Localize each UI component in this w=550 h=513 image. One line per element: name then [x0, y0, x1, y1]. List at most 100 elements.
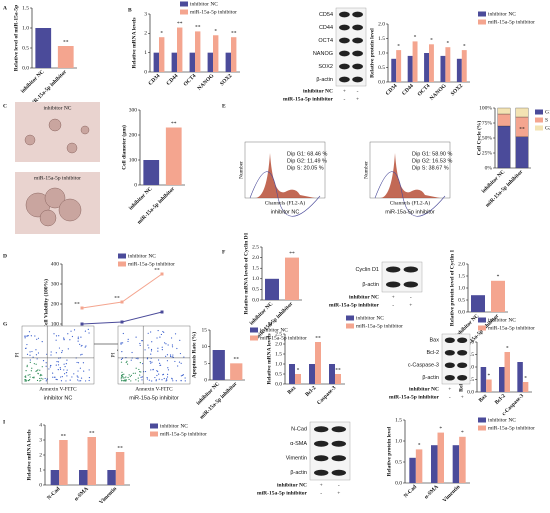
event-dot: [171, 378, 173, 380]
significance: *: [506, 345, 509, 351]
event-dot: [65, 363, 67, 365]
point: [80, 306, 84, 310]
event-dot: [80, 377, 83, 379]
legend-swatch: [346, 315, 354, 321]
y-tick-label: 0.0: [395, 480, 402, 486]
x-tick-label: Caspase-3: [316, 385, 337, 406]
event-dot: [84, 380, 87, 382]
event-dot: [57, 361, 60, 363]
event-dot: [146, 378, 149, 380]
y-tick-label: 200: [51, 301, 60, 307]
histogram-fit: [374, 171, 446, 217]
event-dot: [121, 371, 123, 373]
event-dot: [137, 380, 139, 382]
event-dot: [121, 351, 123, 353]
event-dot: [179, 352, 182, 355]
dip-text: Dip G1: 58.90 %: [412, 151, 452, 157]
x-tick-label: Vimentin: [442, 484, 462, 504]
y-tick-label: 0.0: [458, 309, 465, 315]
event-dot: [162, 330, 164, 333]
event-dot: [141, 340, 143, 342]
bar-segment: [515, 107, 529, 118]
blot-band: [339, 76, 350, 83]
y-tick-label: 1.5: [378, 36, 385, 42]
significance: *: [497, 274, 500, 280]
significance: *: [160, 30, 163, 36]
event-dot: [69, 379, 71, 381]
caption: inhibitor NC: [271, 209, 300, 215]
event-dot: [32, 376, 34, 379]
event-dot: [166, 360, 169, 362]
event-dot: [66, 369, 68, 371]
event-dot: [124, 377, 126, 379]
event-dot: [127, 340, 129, 343]
event-dot: [167, 367, 169, 369]
x-axis-label: Channels (FL2-A): [390, 199, 431, 206]
bar: [480, 367, 487, 392]
significance: *: [214, 29, 217, 35]
blot-row-label: Cyclin D1: [355, 267, 379, 273]
event-dot: [120, 378, 122, 380]
legend-swatch: [180, 9, 188, 15]
cell: [24, 134, 36, 146]
legend-swatch: [118, 261, 126, 267]
bar: [143, 160, 160, 185]
event-dot: [61, 351, 63, 354]
event-dot: [36, 338, 38, 340]
event-dot: [26, 335, 28, 337]
event-dot: [184, 377, 186, 379]
bar: [309, 364, 315, 384]
event-dot: [161, 349, 163, 351]
event-dot: [56, 360, 58, 363]
event-dot: [84, 346, 86, 348]
event-dot: [83, 370, 85, 372]
event-dot: [171, 356, 173, 358]
significance: **: [63, 39, 69, 45]
significance: **: [289, 251, 295, 257]
event-dot: [79, 367, 81, 369]
bar: [335, 374, 341, 384]
event-dot: [80, 336, 82, 338]
event-dot: [34, 335, 36, 337]
x-tick-label: NANOG: [429, 83, 448, 102]
event-dot: [45, 365, 47, 367]
event-dot: [63, 369, 65, 371]
significance: **: [519, 126, 525, 132]
event-dot: [55, 335, 58, 337]
y-tick-label: 4: [39, 422, 42, 428]
bar: [415, 449, 423, 483]
event-dot: [169, 355, 172, 357]
event-dot: [30, 335, 32, 337]
panel-letter: E: [222, 103, 226, 109]
event-dot: [59, 367, 61, 369]
blot-band: [457, 350, 468, 356]
event-dot: [64, 365, 66, 368]
bar: [491, 280, 505, 312]
legend-swatch: [478, 317, 486, 323]
y-tick-label: 10: [202, 344, 208, 350]
legend-swatch: [478, 425, 486, 431]
condition-sign: +: [461, 394, 464, 400]
event-dot: [183, 356, 185, 358]
y-tick-label: 25%: [482, 150, 493, 156]
event-dot: [77, 340, 79, 342]
event-dot: [125, 361, 127, 364]
blot-band: [314, 440, 329, 447]
event-dot: [52, 372, 54, 374]
blot-band: [339, 37, 350, 44]
event-dot: [33, 376, 35, 378]
event-dot: [59, 368, 62, 370]
event-dot: [66, 359, 68, 361]
legend-swatch: [478, 325, 486, 331]
event-dot: [182, 374, 184, 376]
legend-label: miR-15a-5p inhibitor: [260, 335, 307, 341]
blot-band: [457, 375, 468, 381]
event-dot: [59, 376, 62, 378]
event-dot: [32, 356, 34, 358]
y-axis-label: Cell diameter (μm): [120, 125, 127, 170]
event-dot: [80, 380, 82, 382]
y-tick-label: 100: [51, 321, 60, 327]
significance: **: [61, 433, 67, 439]
histogram-fit: [249, 171, 321, 217]
bar-segment: [515, 136, 529, 169]
